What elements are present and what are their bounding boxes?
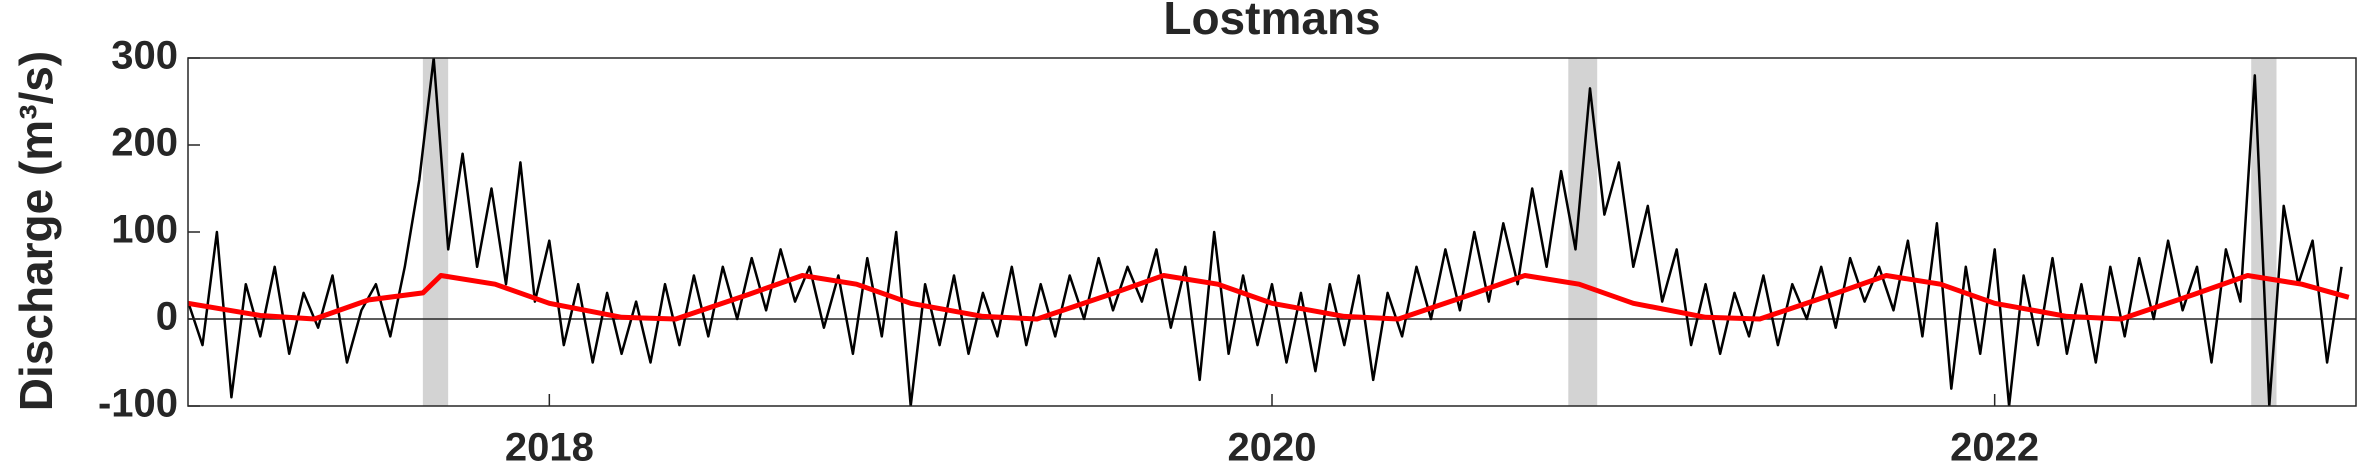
series-line xyxy=(188,58,2343,406)
y-tick-label: 300 xyxy=(111,34,178,78)
series-line xyxy=(188,273,2350,322)
y-tick-label: 100 xyxy=(111,208,178,252)
y-axis-label: Discharge (m³/s) xyxy=(10,51,62,411)
x-tick-label: 2018 xyxy=(505,426,594,470)
plot-area xyxy=(188,58,2356,406)
x-tick-label: 2020 xyxy=(1228,426,1317,470)
y-tick-label: -100 xyxy=(98,382,178,426)
x-tick-label: 2022 xyxy=(1950,426,2039,470)
y-tick-label: 0 xyxy=(156,295,178,339)
y-tick-label: 200 xyxy=(111,121,178,165)
chart-title: Lostmans xyxy=(1163,0,1380,44)
